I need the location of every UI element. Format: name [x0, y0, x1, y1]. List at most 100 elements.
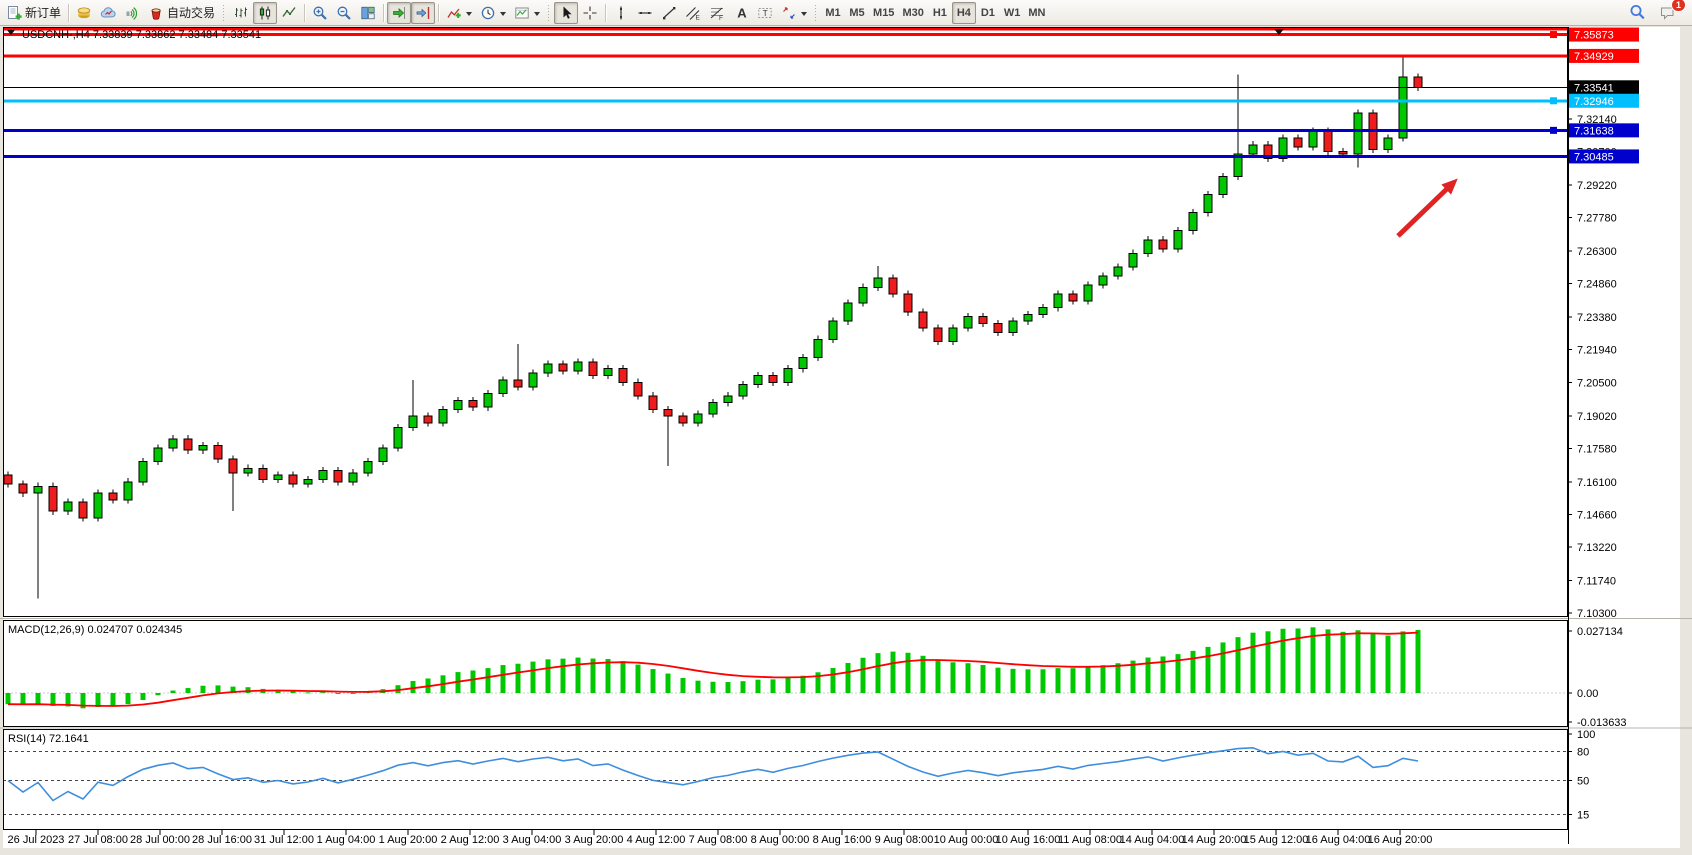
chart-shift-button[interactable] — [411, 1, 436, 24]
trend-arrow-annotation[interactable] — [1396, 178, 1458, 238]
timeframe-button-M5[interactable]: M5 — [849, 6, 865, 19]
new-order-button[interactable]: 新订单 — [2, 2, 65, 24]
divider — [68, 3, 70, 22]
price-tick-label: 7.24860 — [1577, 279, 1617, 291]
line-handle — [1550, 126, 1557, 134]
svg-text:F: F — [719, 14, 723, 20]
trendline-icon — [661, 5, 677, 21]
timeframe-button-D1[interactable]: D1 — [980, 6, 995, 19]
toolbar-grip[interactable] — [547, 3, 552, 22]
chevron-down-icon — [801, 11, 808, 19]
zoom-in-button[interactable] — [308, 2, 332, 24]
time-axis[interactable]: 26 Jul 2023 27 Jul 08:00 28 Jul 00:00 28 Ju… — [8, 830, 1433, 846]
tile-windows-button[interactable] — [356, 2, 380, 24]
svg-text:100: 100 — [1577, 729, 1595, 741]
price-axis[interactable]: 7.321407.307007.292207.277807.263007.248… — [1568, 27, 1639, 620]
timeframe-button-H1[interactable]: H1 — [932, 6, 947, 19]
timeframe-button-H4[interactable]: H4 — [951, 1, 976, 24]
rsi-line — [7, 746, 1419, 802]
macd-histogram — [5, 627, 1421, 709]
price-badge: 7.34929 — [1569, 48, 1639, 63]
toolbar-grip[interactable] — [814, 3, 819, 22]
trendline-button[interactable] — [657, 2, 681, 24]
time-tick-label: 16 Aug 20:00 — [1368, 834, 1433, 846]
price-tick-label: 7.16100 — [1577, 477, 1617, 489]
timeframe-button-M15[interactable]: M15 — [873, 6, 895, 19]
timeframe-group: M1 M5 M15 M30 H1 H4 D1 W1 MN — [821, 1, 1049, 24]
svg-text:7.35873: 7.35873 — [1574, 30, 1614, 42]
bar-chart-button[interactable] — [229, 2, 253, 24]
arrows-button[interactable] — [777, 2, 811, 24]
line-handle — [1550, 97, 1557, 105]
toolbar-grip[interactable] — [222, 3, 227, 22]
time-tick-label: 2 Aug 12:00 — [441, 834, 500, 846]
price-level-lines[interactable] — [3, 27, 1568, 158]
time-tick-label: 28 Jul 16:00 — [192, 834, 252, 846]
svg-text:A: A — [737, 5, 747, 20]
zoom-in-icon — [312, 5, 328, 21]
bar-chart-icon — [233, 5, 249, 21]
fibonacci-button[interactable]: F — [705, 2, 729, 24]
time-tick-label: 3 Aug 04:00 — [503, 834, 562, 846]
rsi-label: RSI(14) 72.1641 — [8, 733, 89, 745]
svg-text:0.00: 0.00 — [1577, 688, 1598, 700]
chevron-down-icon — [534, 11, 541, 19]
signals-button[interactable] — [120, 2, 144, 24]
time-tick-label: 14 Aug 20:00 — [1182, 834, 1247, 846]
macd-label: MACD(12,26,9) 0.024707 0.024345 — [8, 624, 182, 636]
periods-button[interactable] — [476, 2, 510, 24]
auto-scroll-button[interactable] — [387, 1, 412, 24]
price-tick-label: 7.11740 — [1577, 575, 1616, 587]
time-tick-label: 10 Aug 16:00 — [996, 834, 1061, 846]
gold-coin-button[interactable] — [72, 2, 96, 24]
svg-text:7.33541: 7.33541 — [1574, 82, 1614, 94]
time-tick-label: 31 Jul 12:00 — [254, 834, 314, 846]
cursor-button[interactable] — [554, 1, 579, 24]
timeframe-button-W1[interactable]: W1 — [1003, 6, 1021, 19]
macd-signal-line — [7, 631, 1419, 707]
svg-text:7.32946: 7.32946 — [1574, 96, 1614, 108]
svg-text:80: 80 — [1577, 747, 1589, 759]
text-button[interactable]: A — [729, 2, 753, 24]
cloud-chart-icon — [100, 5, 116, 21]
notifications-button[interactable]: 1 — [1656, 0, 1686, 24]
price-tick-label: 7.13220 — [1577, 542, 1617, 554]
chevron-down-icon — [500, 11, 507, 19]
search-button[interactable] — [1625, 2, 1650, 24]
time-tick-label: 7 Aug 08:00 — [689, 834, 748, 846]
time-tick-label: 1 Aug 04:00 — [317, 834, 376, 846]
timeframe-button-M30[interactable]: M30 — [902, 6, 924, 19]
text-label-button[interactable]: T — [753, 2, 777, 24]
line-handle — [1550, 31, 1557, 39]
divider — [304, 3, 306, 22]
equidistant-channel-icon: E — [685, 5, 701, 21]
line-chart-button[interactable] — [277, 2, 301, 24]
templates-button[interactable] — [510, 2, 544, 24]
price-badge: 7.35873 — [1569, 27, 1639, 42]
time-tick-label: 9 Aug 08:00 — [875, 834, 934, 846]
signal-waves-icon — [124, 5, 140, 21]
vertical-line-button[interactable] — [609, 2, 633, 24]
price-tick-label: 7.10300 — [1577, 608, 1617, 620]
crosshair-button[interactable] — [578, 2, 602, 24]
autotrading-button[interactable]: 自动交易 — [144, 2, 219, 24]
indicators-button[interactable] — [442, 2, 476, 24]
divider — [605, 3, 607, 22]
horizontal-line-button[interactable] — [633, 2, 657, 24]
price-tick-label: 7.19020 — [1577, 411, 1617, 423]
price-tick-label: 7.21940 — [1577, 345, 1617, 357]
channel-button[interactable]: E — [681, 2, 705, 24]
arrows-icon — [781, 5, 797, 21]
charts-cloud-button[interactable] — [96, 2, 120, 24]
svg-text:7.34929: 7.34929 — [1574, 51, 1614, 63]
text-label-icon: T — [757, 5, 773, 21]
zoom-out-button[interactable] — [332, 2, 356, 24]
candlestick-chart-button[interactable] — [253, 1, 278, 24]
timeframe-button-M1[interactable]: M1 — [825, 6, 841, 19]
chart-shift-marker-icon — [1274, 29, 1284, 35]
time-tick-label: 15 Aug 12:00 — [1244, 834, 1309, 846]
chart-title: USDCNH-,H4 7.33839 7.33862 7.33484 7.335… — [22, 29, 261, 41]
horizontal-line-icon — [637, 5, 653, 21]
timeframe-button-MN[interactable]: MN — [1028, 6, 1046, 19]
